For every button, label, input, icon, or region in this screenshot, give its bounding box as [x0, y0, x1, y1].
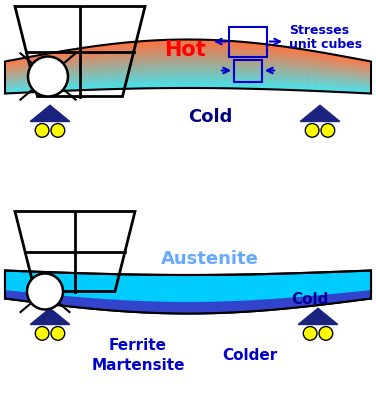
- Circle shape: [51, 124, 65, 138]
- Circle shape: [28, 57, 68, 97]
- Circle shape: [319, 327, 333, 340]
- Text: Colder: Colder: [222, 347, 277, 362]
- Circle shape: [305, 124, 319, 138]
- Polygon shape: [5, 271, 371, 314]
- Bar: [234, 61, 262, 82]
- Polygon shape: [30, 308, 70, 325]
- Text: Hot: Hot: [164, 39, 206, 59]
- Polygon shape: [298, 308, 338, 325]
- Polygon shape: [30, 106, 70, 122]
- Circle shape: [35, 327, 49, 340]
- Polygon shape: [5, 290, 371, 314]
- Circle shape: [27, 274, 63, 310]
- Text: Austenite: Austenite: [161, 250, 259, 268]
- Text: Ferrite: Ferrite: [109, 337, 167, 352]
- Polygon shape: [300, 106, 340, 122]
- Text: Martensite: Martensite: [91, 357, 185, 372]
- Circle shape: [321, 124, 335, 138]
- Text: Cold: Cold: [291, 291, 329, 306]
- Circle shape: [51, 327, 65, 340]
- Circle shape: [303, 327, 317, 340]
- Text: Cold: Cold: [188, 108, 232, 126]
- Text: Stresses
unit cubes: Stresses unit cubes: [289, 23, 362, 52]
- Circle shape: [35, 124, 49, 138]
- Bar: [229, 27, 267, 57]
